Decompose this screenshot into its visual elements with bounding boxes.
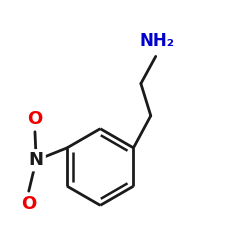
Text: O: O — [21, 195, 36, 213]
Text: O: O — [27, 110, 42, 128]
Text: NH₂: NH₂ — [140, 32, 174, 50]
Text: N: N — [29, 151, 44, 169]
